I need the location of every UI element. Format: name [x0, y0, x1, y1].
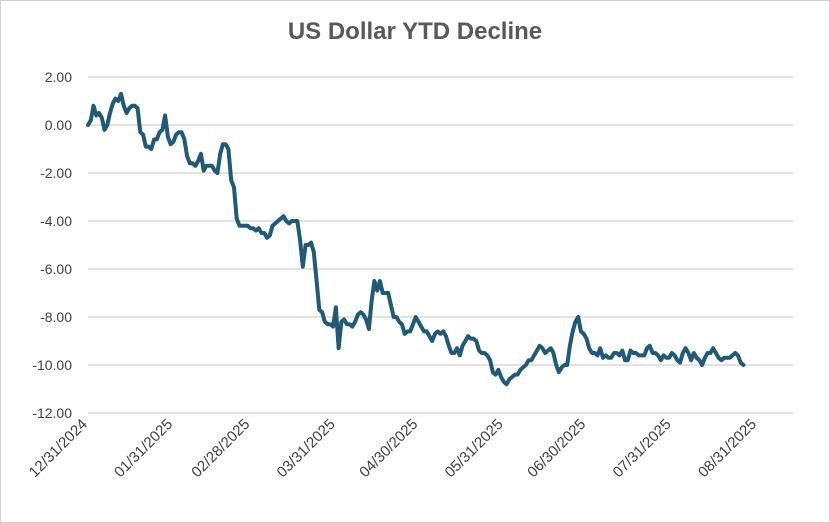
x-tick-label: 05/31/2025: [442, 416, 507, 481]
y-tick-label: 0.00: [45, 117, 72, 133]
y-tick-label: -12.00: [32, 405, 72, 421]
chart-title: US Dollar YTD Decline: [287, 18, 543, 45]
y-tick-label: -8.00: [40, 309, 72, 325]
x-tick-label: 06/30/2025: [524, 416, 589, 481]
x-tick-label: 07/31/2025: [610, 416, 675, 481]
x-tick-label: 03/31/2025: [274, 416, 339, 481]
y-axis-tick-labels: 2.00 0.00 -2.00 -4.00 -6.00 -8.00 -10.00 -12.00: [32, 69, 72, 421]
gridlines: [88, 76, 793, 414]
x-tick-label: 02/28/2025: [188, 416, 253, 481]
x-axis-tick-labels: 12/31/2024 01/31/2025 02/28/2025 03/31/2025…: [26, 416, 760, 481]
x-tick-label: 12/31/2024: [26, 416, 91, 481]
y-tick-label: -6.00: [40, 261, 72, 277]
y-tick-label: -10.00: [32, 357, 72, 373]
series-layer: [86, 91, 746, 387]
y-tick-label: -4.00: [40, 213, 72, 229]
y-tick-label: -2.00: [40, 165, 72, 181]
y-tick-label: 2.00: [45, 69, 72, 85]
series-line: [86, 91, 746, 387]
x-tick-label: 01/31/2025: [111, 416, 176, 481]
x-tick-label: 08/31/2025: [695, 416, 760, 481]
x-tick-label: 04/30/2025: [356, 416, 421, 481]
